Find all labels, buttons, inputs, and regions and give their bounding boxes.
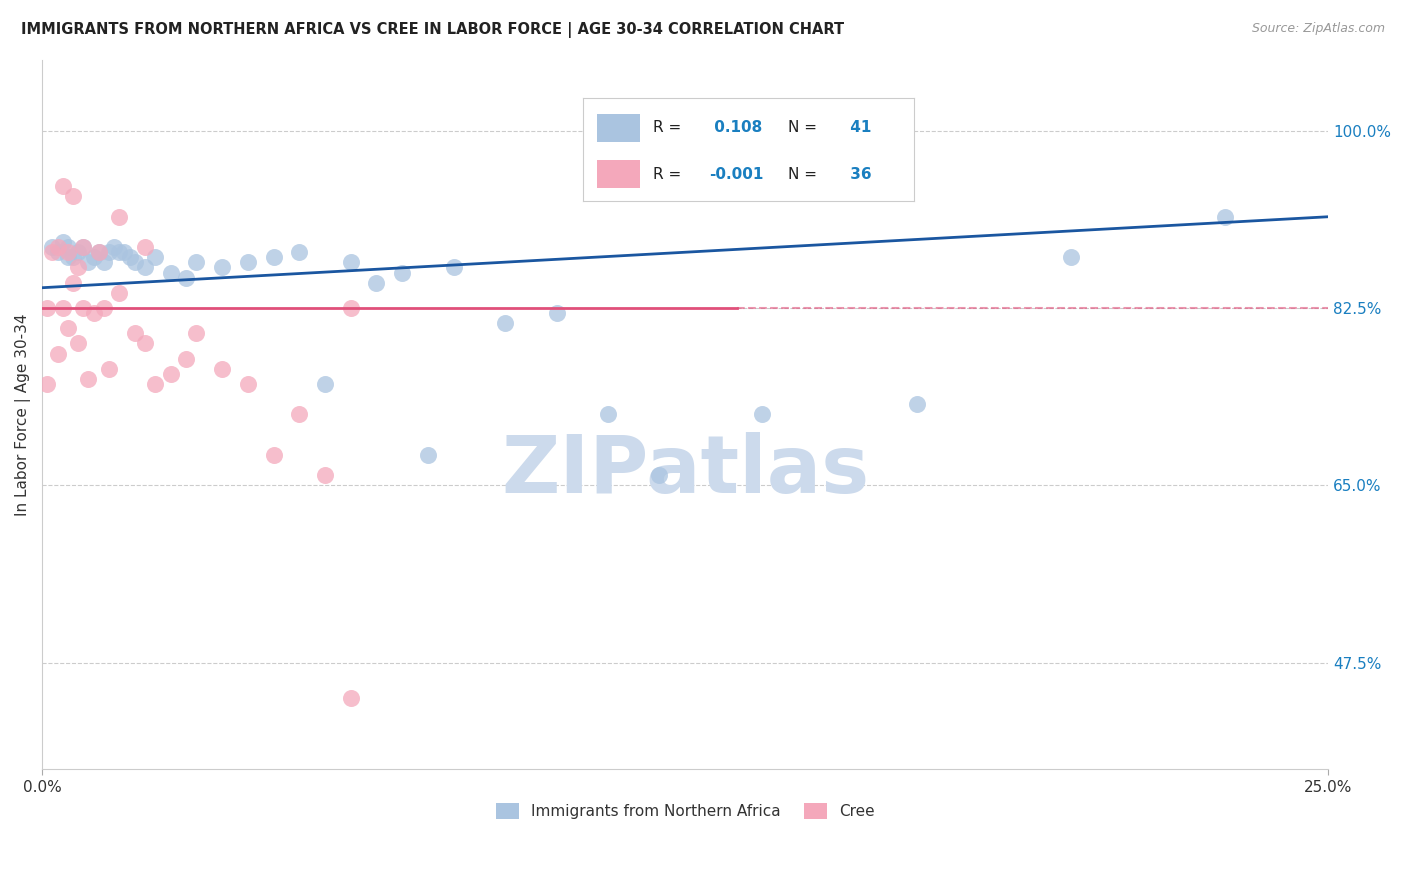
Point [83,306,105,320]
Text: 41: 41 [845,120,870,136]
Text: N =: N = [789,167,817,182]
Point [87,245,110,260]
Point [62,250,84,264]
Point [211,260,233,275]
Point [62,189,84,203]
Point [124,326,146,341]
Point [1213,210,1236,224]
Point [339,301,361,315]
Text: 36: 36 [845,167,872,182]
Point [236,377,259,392]
Point [87,245,110,260]
Point [186,255,208,269]
Point [134,260,156,275]
Point [93,301,115,315]
Point [159,266,181,280]
Text: R =: R = [652,167,681,182]
Text: 0.108: 0.108 [709,120,762,136]
Point [174,351,197,366]
Point [124,255,146,269]
Point [56,245,79,260]
Point [339,255,361,269]
Point [46,346,69,360]
Point [67,260,90,275]
Point [546,306,568,320]
Text: ZIPatlas: ZIPatlas [501,433,869,510]
Point [314,468,336,483]
Text: R =: R = [652,120,681,136]
Point [62,276,84,290]
Point [41,240,63,254]
Point [56,321,79,335]
Point [72,240,94,254]
Point [37,301,59,315]
Point [339,691,361,706]
Point [288,245,311,260]
Point [288,408,311,422]
Text: -0.001: -0.001 [709,167,763,182]
Point [56,250,79,264]
Point [366,276,388,290]
Point [41,245,63,260]
Point [143,377,166,392]
Y-axis label: In Labor Force | Age 30-34: In Labor Force | Age 30-34 [15,313,31,516]
Point [52,235,75,249]
Point [118,250,141,264]
Point [174,270,197,285]
Point [77,255,100,269]
Point [236,255,259,269]
Point [46,240,69,254]
Point [93,255,115,269]
Point [134,336,156,351]
Point [72,301,94,315]
Point [263,448,285,462]
Point [52,301,75,315]
Point [67,245,90,260]
Point [134,240,156,254]
Point [751,408,773,422]
Point [98,361,121,376]
Point [46,245,69,260]
Point [443,260,465,275]
Point [416,448,439,462]
Point [77,372,100,386]
Bar [596,160,640,188]
Point [37,377,59,392]
Point [391,266,413,280]
Point [72,240,94,254]
Point [52,179,75,194]
Legend: Immigrants from Northern Africa, Cree: Immigrants from Northern Africa, Cree [489,797,880,825]
Point [67,336,90,351]
Point [186,326,208,341]
Point [83,250,105,264]
Text: Source: ZipAtlas.com: Source: ZipAtlas.com [1251,22,1385,36]
Point [1060,250,1083,264]
Point [98,245,121,260]
Text: IMMIGRANTS FROM NORTHERN AFRICA VS CREE IN LABOR FORCE | AGE 30-34 CORRELATION C: IMMIGRANTS FROM NORTHERN AFRICA VS CREE … [21,22,844,38]
Point [108,245,131,260]
Point [159,367,181,381]
Point [648,468,671,483]
Point [596,408,619,422]
Point [108,285,131,300]
Point [143,250,166,264]
Point [56,240,79,254]
Point [263,250,285,264]
Point [103,240,125,254]
Point [211,361,233,376]
Point [494,316,516,330]
Bar [596,113,640,142]
Point [314,377,336,392]
Text: N =: N = [789,120,817,136]
Point [905,397,928,411]
Point [112,245,135,260]
Point [108,210,131,224]
